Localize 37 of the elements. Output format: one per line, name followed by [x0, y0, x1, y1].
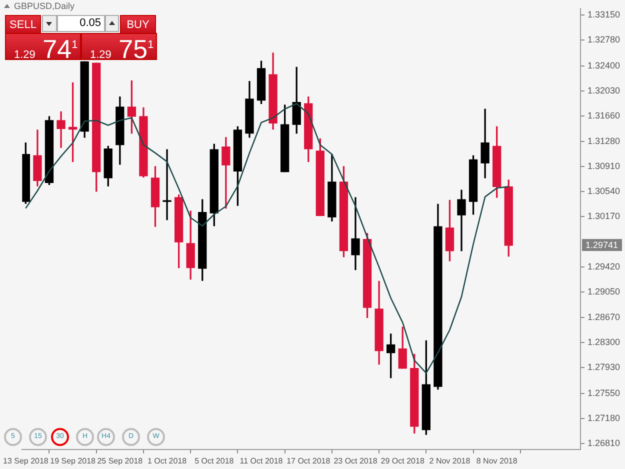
chart-title: GBPUSD,Daily: [14, 1, 75, 11]
y-tick-label: 1.28670: [587, 312, 620, 322]
y-tick-label: 1.27550: [587, 388, 620, 398]
y-tick-label: 1.28300: [587, 337, 620, 348]
y-tick-label: 1.27930: [587, 362, 620, 372]
x-tick-label: 13 Sep 2018: [3, 456, 49, 466]
y-tick-label: 1.32780: [587, 34, 620, 45]
annotation: 1.29 74$^{1}$: [14, 34, 78, 64]
y-tick-label: 1.29420: [587, 262, 620, 272]
y-tick-label: 1.27180: [587, 412, 620, 423]
candlestick: [56, 111, 66, 148]
x-tick-label: 17 Oct 2018: [286, 456, 331, 466]
y-tick-label: 1.31280: [587, 136, 620, 146]
annotation: 0.05: [57, 15, 105, 32]
y-tick-label: 1.33150: [587, 10, 620, 20]
x-tick-label: 11 Oct 2018: [240, 456, 284, 466]
y-tick-label: 1.30540: [587, 186, 620, 196]
x-tick-label: 25 Sep 2018: [97, 456, 144, 466]
x-tick-label: 2 Nov 2018: [429, 456, 471, 466]
y-tick-label: 1.32030: [587, 85, 620, 96]
text: 1.29741: [582, 239, 622, 252]
annotation: SELL: [5, 15, 41, 34]
x-tick-label: 1 Oct 2018: [147, 456, 188, 466]
x-tick-label: 29 Oct 2018: [380, 456, 425, 466]
x-tick-label: 19 Sep 2018: [50, 456, 96, 466]
x-tick-label: 23 Oct 2018: [334, 456, 378, 466]
annotation: BUY: [120, 15, 156, 34]
y-tick-label: 1.31660: [587, 110, 620, 120]
annotation: 1.29 75$^{1}$: [90, 34, 154, 64]
y-tick-label: 1.29050: [587, 286, 620, 297]
y-tick-label: 1.32400: [587, 60, 620, 70]
y-tick-label: 1.30910: [587, 160, 620, 171]
y-tick-label: 1.26810: [587, 438, 620, 448]
y-tick-label: 1.30170: [587, 210, 620, 221]
x-tick-label: 8 Nov 2018: [476, 456, 518, 466]
candlestick: [162, 149, 172, 220]
x-tick-label: 5 Oct 2018: [194, 456, 234, 466]
